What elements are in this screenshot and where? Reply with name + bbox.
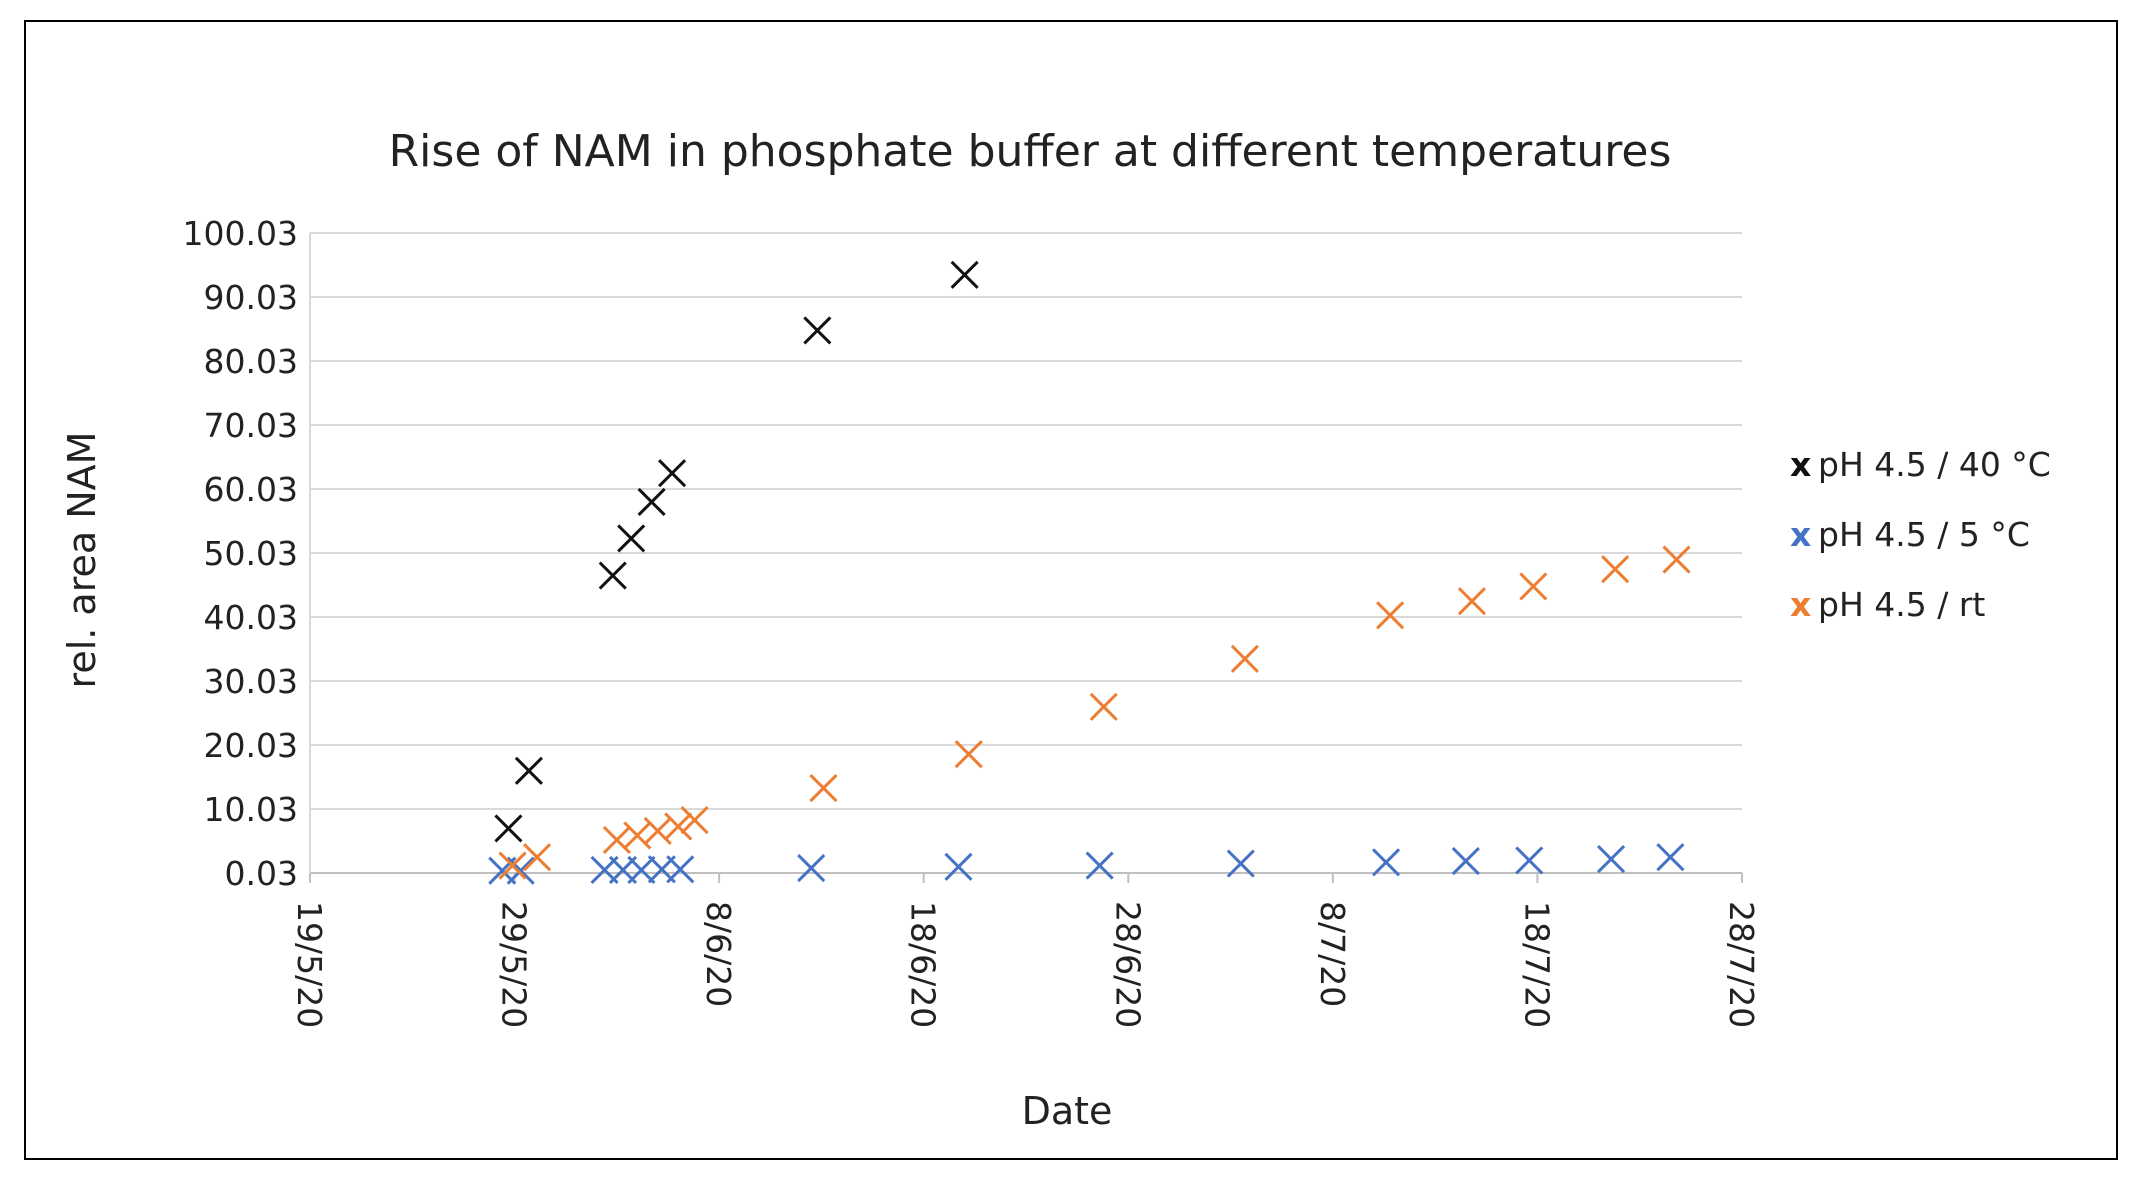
y-axis-ticks: 100.03 90.03 80.03 70.03 60.03 50.03 40.03 30.0… <box>183 214 298 893</box>
data-point-series-2 <box>498 851 527 880</box>
x-axis-ticks: 19/5/20 29/5/20 8/6/20 18/6/20 28/6/20 8/7/20… <box>290 873 1761 1028</box>
y-tick-label: 0.03 <box>225 854 298 893</box>
data-point-series-1 <box>1085 851 1114 880</box>
data-point-series-0 <box>658 459 687 488</box>
data-point-series-0 <box>617 524 646 553</box>
data-point-series-2 <box>664 812 693 841</box>
y-tick-label: 40.03 <box>204 598 298 637</box>
x-tick-label: 28/6/20 <box>1108 901 1147 1028</box>
data-point-series-2 <box>602 825 631 854</box>
data-point-series-0 <box>494 814 523 843</box>
data-point-series-2 <box>523 843 552 872</box>
data-point-series-1 <box>1515 846 1544 875</box>
data-point-series-2 <box>1601 555 1630 584</box>
data-point-series-2 <box>680 806 709 835</box>
data-point-series-2 <box>1089 692 1118 721</box>
data-point-series-2 <box>1457 587 1487 616</box>
legend-label: pH 4.5 / rt <box>1818 585 1985 624</box>
x-tick-label: 18/6/20 <box>904 901 943 1028</box>
legend-marker: x <box>1790 515 1811 554</box>
y-tick-label: 100.03 <box>183 214 298 253</box>
gridlines <box>309 232 1742 874</box>
data-point-series-2 <box>1230 644 1259 673</box>
legend: x pH 4.5 / 40 °Cx pH 4.5 / 5 °Cx pH 4.5 / r… <box>1790 445 2051 624</box>
legend-label: pH 4.5 / 5 °C <box>1818 515 2030 554</box>
x-tick-label: 18/7/20 <box>1517 901 1556 1028</box>
y-tick-label: 90.03 <box>204 278 298 317</box>
data-point-series-1 <box>797 854 826 883</box>
data-point-series-1 <box>1597 845 1626 874</box>
data-point-series-0 <box>514 756 543 785</box>
y-tick-label: 80.03 <box>204 342 298 381</box>
y-tick-label: 10.03 <box>204 790 298 829</box>
chart-title: Rise of NAM in phosphate buffer at diffe… <box>389 126 1672 177</box>
data-point-series-2 <box>1519 572 1548 601</box>
data-point-series-1 <box>1451 846 1480 876</box>
legend-marker: x <box>1790 585 1811 624</box>
data-point-series-1 <box>1371 848 1401 877</box>
y-axis-label: rel. area NAM <box>60 432 104 689</box>
y-tick-label: 30.03 <box>204 662 298 701</box>
x-tick-label: 28/7/20 <box>1722 901 1761 1028</box>
data-point-series-0 <box>803 316 832 345</box>
data-point-series-2 <box>809 774 838 803</box>
data-point-series-1 <box>1656 843 1685 872</box>
y-tick-label: 50.03 <box>204 534 298 573</box>
data-point-series-0 <box>950 260 979 289</box>
data-points <box>488 260 1691 885</box>
data-point-series-1 <box>1226 849 1255 878</box>
data-point-series-0 <box>598 561 627 590</box>
legend-marker: x <box>1790 445 1811 484</box>
y-tick-label: 70.03 <box>204 406 298 445</box>
x-tick-label: 8/7/20 <box>1313 901 1352 1007</box>
x-axis-label: Date <box>1022 1089 1113 1133</box>
data-point-series-1 <box>666 855 695 884</box>
data-point-series-2 <box>1376 601 1405 630</box>
data-point-series-2 <box>954 740 983 769</box>
data-point-series-0 <box>637 487 666 517</box>
data-point-series-1 <box>944 852 973 881</box>
data-point-series-2 <box>643 816 672 846</box>
data-point-series-2 <box>1662 545 1691 574</box>
legend-label: pH 4.5 / 40 °C <box>1818 445 2051 484</box>
x-tick-label: 8/6/20 <box>699 901 738 1007</box>
data-point-series-2 <box>623 821 652 850</box>
y-tick-label: 60.03 <box>204 470 298 509</box>
y-tick-label: 20.03 <box>204 726 298 765</box>
x-tick-label: 19/5/20 <box>290 901 329 1028</box>
x-tick-label: 29/5/20 <box>495 901 534 1028</box>
data-point-series-1 <box>506 856 535 885</box>
data-point-series-1 <box>627 855 656 885</box>
chart-frame <box>24 20 2118 1160</box>
